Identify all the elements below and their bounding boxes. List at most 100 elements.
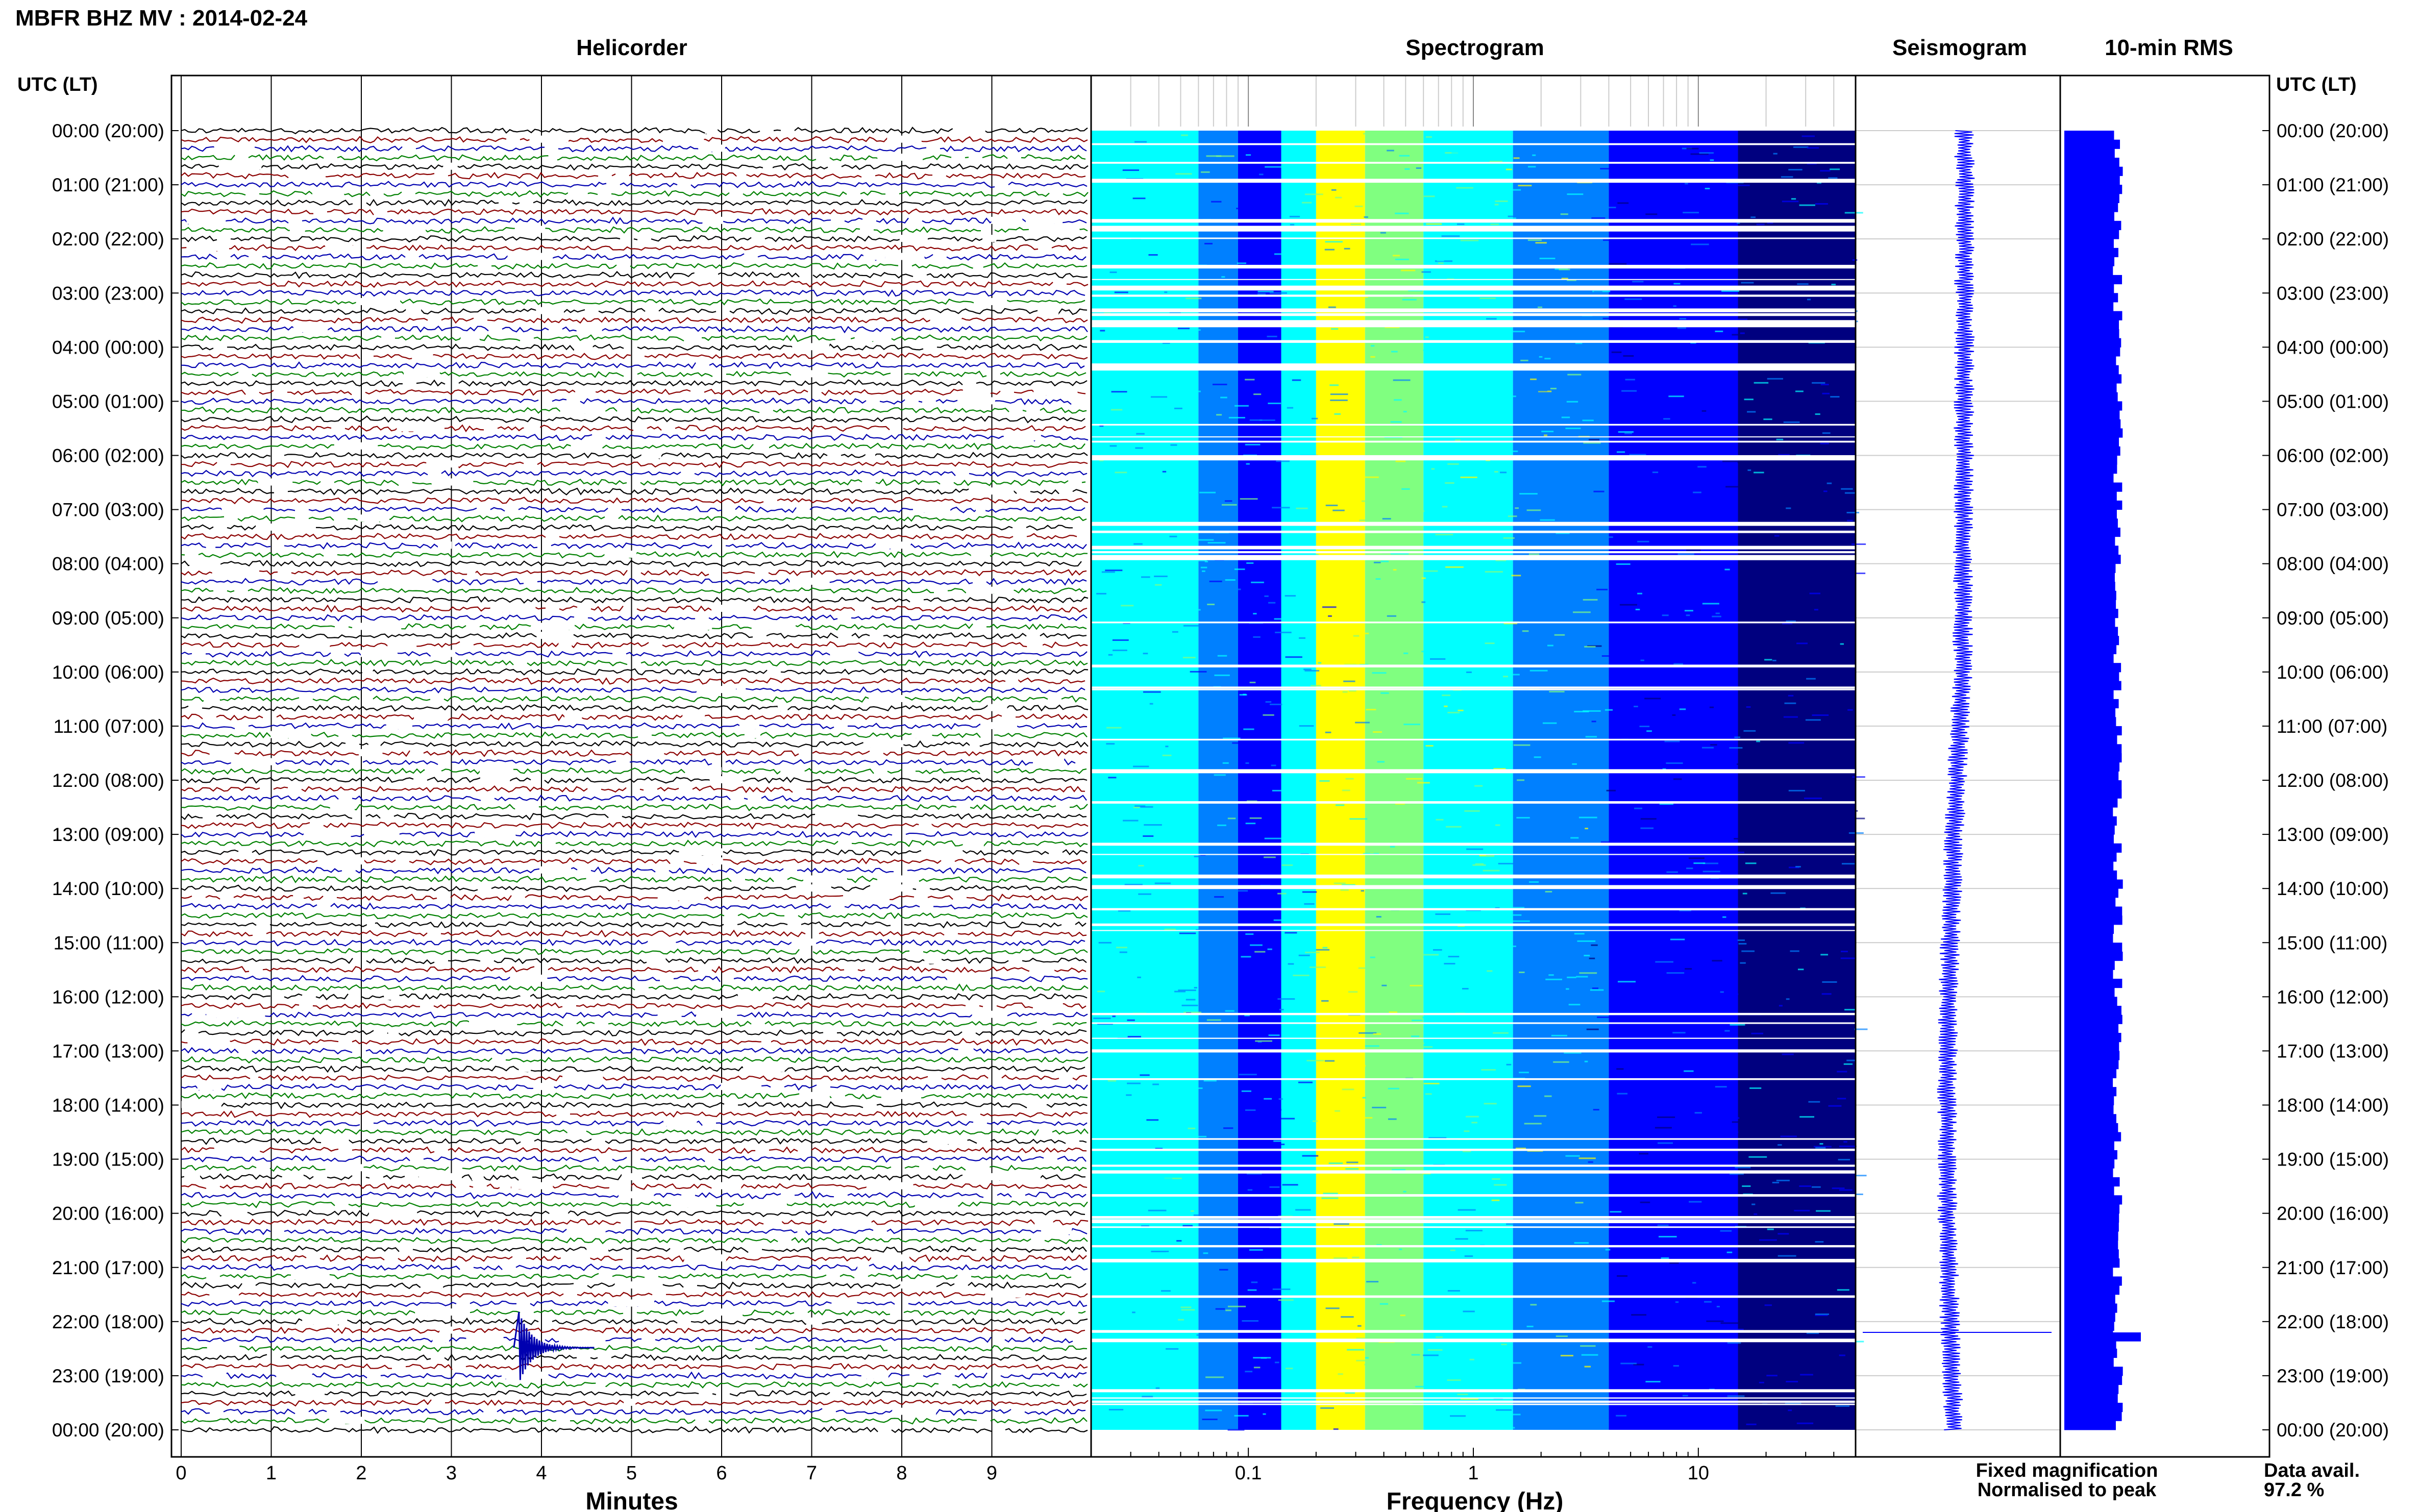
spectrogram-speckle — [1401, 785, 1418, 787]
spectrogram-speckle — [1837, 1289, 1849, 1291]
helicorder-trace — [181, 569, 1087, 577]
data-gap — [646, 956, 666, 964]
spectrogram-speckle — [1712, 960, 1722, 962]
spectrogram-speckle — [1143, 653, 1148, 655]
spectrogram-speckle — [1593, 490, 1605, 492]
spectrogram-speckle — [1272, 507, 1290, 509]
spectrogram-speckle — [1364, 216, 1368, 218]
spectrogram-speckle — [1655, 961, 1673, 963]
helicorder-trace — [181, 722, 1088, 730]
data-gap — [384, 578, 433, 585]
data-gap — [358, 749, 383, 756]
spectrogram-gap — [1091, 1397, 1856, 1399]
spectrogram-speckle — [1828, 177, 1838, 179]
spectrogram-speckle — [1447, 1290, 1460, 1292]
spectrogram-speckle — [1331, 328, 1339, 330]
spectrogram-speckle — [1617, 202, 1629, 204]
spectrogram-speckle — [1831, 284, 1836, 286]
spectrogram-speckle — [1127, 1082, 1141, 1084]
spectrogram-speckle — [1617, 981, 1636, 983]
spectrogram-speckle — [1174, 407, 1182, 409]
data-gap — [830, 650, 859, 657]
spectrogram-speckle — [1268, 1034, 1280, 1036]
spectrogram-speckle — [1689, 1201, 1702, 1203]
spectrogram-speckle — [1711, 585, 1730, 587]
data-gap — [533, 1083, 554, 1090]
spectrogram-speckle — [1376, 1244, 1382, 1246]
data-gap — [354, 623, 402, 630]
data-gap — [586, 875, 600, 883]
spectrogram-speckle — [1584, 1060, 1588, 1062]
spectrogram-speckle — [1134, 141, 1147, 143]
helicorder-trace — [181, 596, 1089, 604]
data-gap — [958, 1047, 974, 1054]
data-gap — [762, 162, 773, 170]
data-gap — [387, 640, 417, 648]
data-gap — [744, 1200, 787, 1207]
spectrogram-speckle — [1320, 1407, 1335, 1409]
spectrogram-speckle — [1685, 183, 1688, 185]
spectrogram-speckle — [1245, 1371, 1253, 1373]
spectrogram-speckle — [1812, 238, 1824, 240]
spectrogram-speckle — [1373, 731, 1382, 733]
spectrogram-speckle — [1342, 789, 1350, 791]
data-gap — [479, 767, 514, 775]
spectrogram-speckle — [1354, 205, 1363, 207]
helicorder-trace — [181, 1182, 1088, 1190]
spectrogram-speckle — [1772, 1181, 1780, 1183]
spectrogram-speckle — [1715, 271, 1732, 273]
spectrogram-speckle — [1747, 469, 1751, 471]
spectrogram-speckle — [1767, 378, 1783, 380]
spectrogram-speckle — [1390, 421, 1402, 423]
spectrogram-speckle — [1727, 1395, 1745, 1397]
spectrogram-speckle — [1245, 762, 1249, 764]
spectrogram-speckle — [1492, 791, 1506, 793]
spectrogram-speckle — [1554, 634, 1565, 636]
rms-bar — [2064, 1240, 2118, 1250]
spectrogram-speckle — [1345, 1392, 1355, 1394]
rms-bar — [2064, 1222, 2119, 1232]
spectrogram-speckle — [1410, 984, 1422, 986]
rms-bar — [2064, 473, 2114, 483]
spectrogram-speckle — [1328, 306, 1336, 308]
spectrogram-speckle — [1530, 378, 1537, 380]
spectrogram-speckle — [1115, 331, 1124, 333]
data-availability-label: Data avail. — [2264, 1460, 2360, 1481]
spectrogram-speckle — [1458, 1209, 1476, 1211]
time-tick-label-left: 12:00 (08:00) — [52, 770, 164, 791]
spectrogram-speckle — [1666, 762, 1683, 764]
helicorder-trace — [181, 1227, 1088, 1235]
spectrogram-speckle — [1116, 947, 1127, 949]
spectrogram-speckle — [1566, 988, 1569, 990]
spectrogram-speckle — [1289, 215, 1300, 217]
spectrogram-speckle — [1403, 724, 1420, 726]
spectrogram-speckle — [1188, 1127, 1196, 1129]
spectrogram-speckle — [1571, 343, 1586, 345]
spectrogram-speckle — [1215, 1308, 1225, 1310]
spectrogram-speckle — [1164, 291, 1168, 293]
spectrogram-speckle — [1534, 1115, 1547, 1117]
helicorder-trace — [181, 677, 1085, 685]
data-gap — [418, 1173, 462, 1180]
spectrogram-speckle — [1465, 1230, 1483, 1232]
seismogram-title: Seismogram — [1892, 35, 2027, 60]
rms-bar — [2064, 1357, 2114, 1367]
rms-bar — [2064, 627, 2118, 636]
time-tick-label-left: 08:00 (04:00) — [52, 554, 164, 575]
data-gap — [564, 713, 582, 721]
rms-bar — [2064, 717, 2116, 727]
rms-panel — [2064, 131, 2141, 1430]
data-gap — [962, 839, 984, 847]
data-gap — [360, 650, 398, 657]
data-gap — [739, 722, 759, 729]
spectrogram-speckle — [1450, 1415, 1466, 1417]
spectrogram-speckle — [1290, 245, 1299, 247]
spectrogram-speckle — [1278, 1098, 1283, 1100]
rms-bar — [2064, 193, 2119, 203]
data-gap — [531, 623, 575, 630]
spectrogram-speckle — [1253, 393, 1262, 395]
spectrogram-speckle — [1796, 1422, 1814, 1424]
spectrogram-speckle — [1251, 581, 1264, 583]
spectrogram-speckle — [1105, 250, 1120, 252]
spectrogram-speckle — [1505, 168, 1512, 170]
